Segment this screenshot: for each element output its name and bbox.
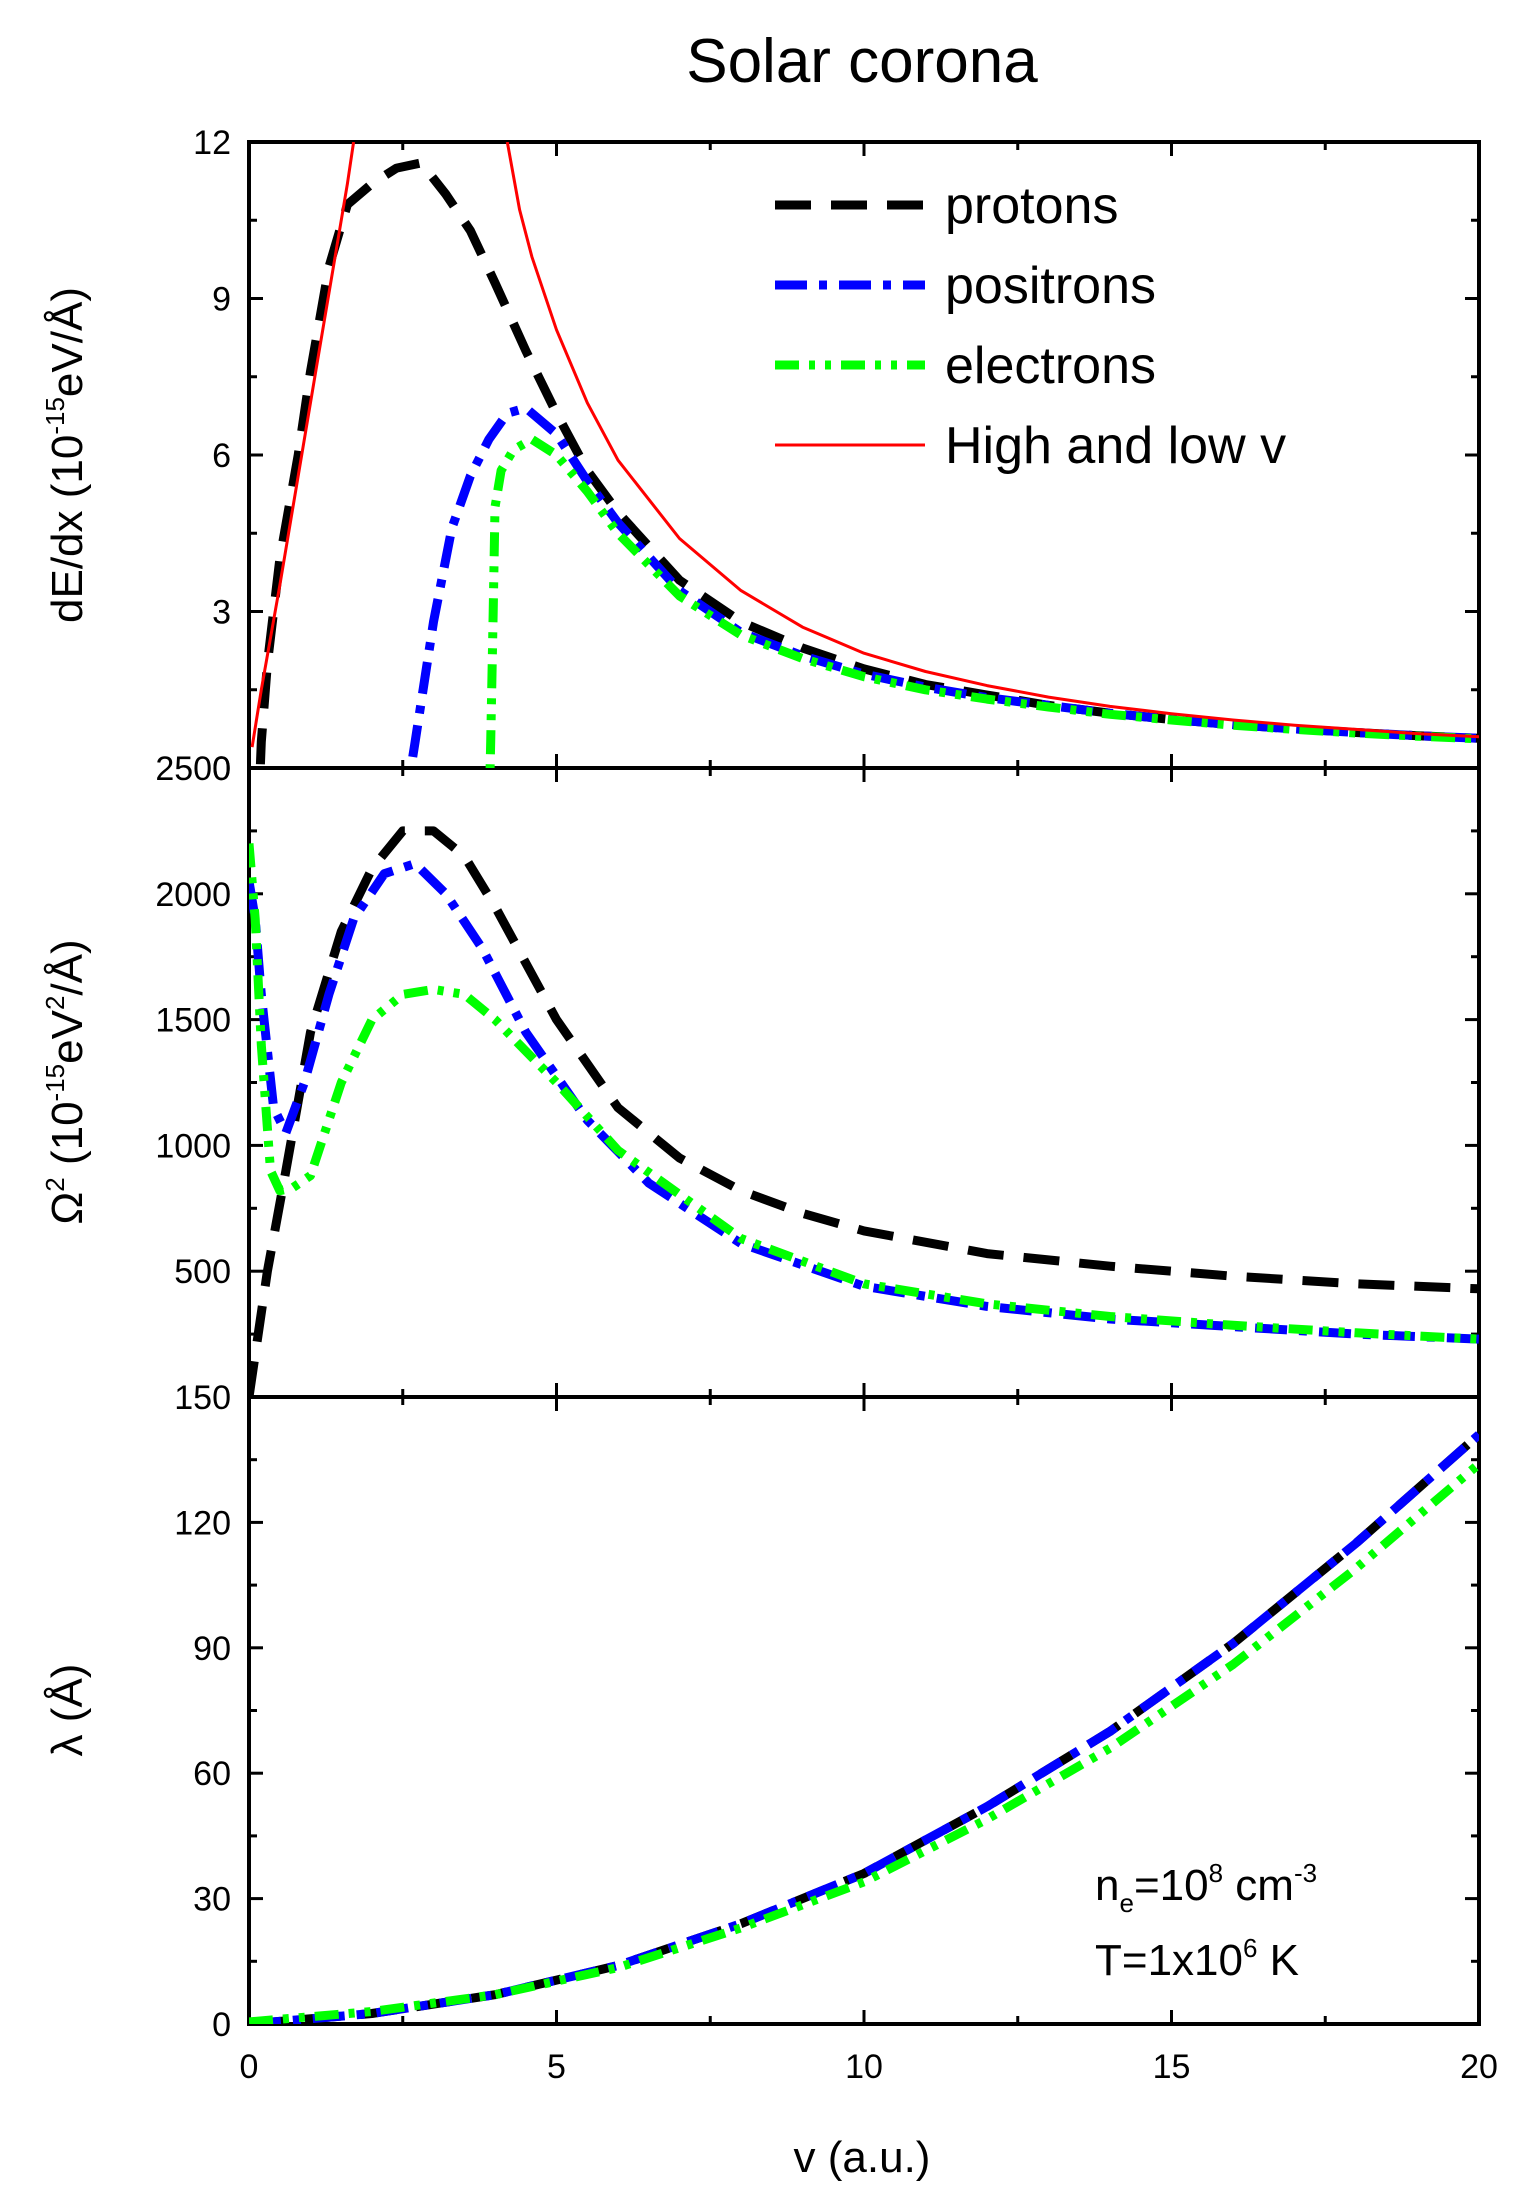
y-tick-label: 1000 (155, 1127, 231, 1165)
y-tick-label: 9 (212, 281, 231, 319)
legend-label: positrons (945, 257, 1156, 315)
y-tick-label: 3 (212, 594, 231, 632)
legend-label: electrons (945, 337, 1156, 395)
annotation-temperature: T=1x106 K (1095, 1933, 1299, 1985)
ylabel-bottom: λ (Å) (43, 1664, 92, 1757)
x-tick-label: 0 (240, 2048, 259, 2086)
y-tick-label: 150 (174, 1379, 231, 1417)
y-tick-label: 2000 (155, 876, 231, 914)
series-electrons (249, 1460, 1479, 2024)
y-tick-label: 120 (174, 1504, 231, 1542)
y-tick-label: 30 (193, 1881, 231, 1919)
xlabel: v (a.u.) (794, 2133, 931, 2182)
chart-title: Solar corona (686, 27, 1038, 96)
series-protons (249, 826, 1479, 1397)
series-high-and-low-v (250, 142, 356, 748)
y-tick-label: 0 (212, 2006, 231, 2044)
series-protons (255, 158, 1479, 768)
annotation-density: ne=108 cm-3 (1095, 1858, 1317, 1918)
x-tick-label: 5 (547, 2048, 566, 2086)
ylabel-middle: Ω2 (10-15eV2/Å) (40, 939, 92, 1224)
x-tick-label: 10 (845, 2048, 883, 2086)
panel-bottom-frame (247, 1395, 1481, 2026)
x-tick-label: 15 (1153, 2048, 1191, 2086)
y-tick-label: 60 (193, 1755, 231, 1793)
axis-ticks (247, 140, 1481, 2026)
ylabel-top: dE/dx (10-15eV/Å) (40, 287, 92, 623)
y-tick-label: 2500 (155, 750, 231, 788)
data-series (249, 142, 1479, 2024)
series-electrons (485, 434, 1479, 768)
panel-middle-frame (247, 766, 1481, 1399)
series-positrons (249, 859, 1479, 1344)
series-positrons (406, 403, 1479, 768)
y-tick-label: 500 (174, 1253, 231, 1291)
y-tick-label: 90 (193, 1630, 231, 1668)
series-protons (249, 1431, 1479, 2024)
legend: protons positrons electrons High and low v (775, 177, 1286, 475)
series-high-and-low-v (505, 142, 1479, 739)
y-tick-label: 0 (212, 750, 231, 788)
x-tick-label: 20 (1460, 2048, 1498, 2086)
series-electrons (249, 843, 1479, 1344)
y-tick-label: 12 (193, 124, 231, 162)
y-tick-label: 1500 (155, 1002, 231, 1040)
y-tick-label: 6 (212, 437, 231, 475)
legend-label: High and low v (945, 417, 1286, 475)
legend-label: protons (945, 177, 1118, 235)
